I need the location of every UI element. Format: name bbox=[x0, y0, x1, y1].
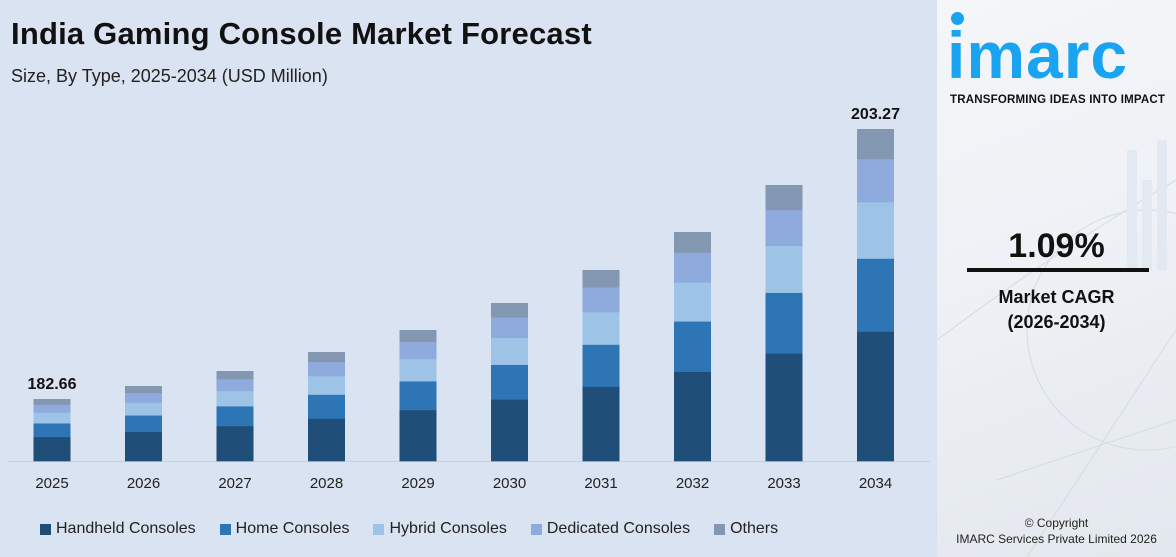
bar-segment-2026-home-consoles bbox=[125, 415, 162, 433]
bar-segment-2034-dedicated-consoles bbox=[857, 158, 894, 203]
x-tick-label: 2029 bbox=[401, 475, 434, 492]
legend-item: Hybrid Consoles bbox=[373, 519, 507, 539]
bar-segment-2030-handheld-consoles bbox=[491, 399, 528, 462]
cagr-value: 1.09% bbox=[1008, 227, 1105, 265]
x-tick-label: 2030 bbox=[493, 475, 526, 492]
x-tick-label: 2028 bbox=[310, 475, 343, 492]
bar-segment-2025-dedicated-consoles bbox=[33, 404, 71, 413]
bar-segment-2029-hybrid-consoles bbox=[399, 358, 437, 382]
cagr-label: Market CAGR (2026-2034) bbox=[937, 285, 1176, 335]
bar-segment-2033-dedicated-consoles bbox=[765, 209, 803, 247]
legend-label: Home Consoles bbox=[235, 520, 350, 537]
copyright-line2: IMARC Services Private Limited 2026 bbox=[956, 532, 1157, 546]
x-tick-label: 2026 bbox=[127, 475, 160, 492]
legend-swatch bbox=[714, 523, 726, 535]
bar-segment-2032-home-consoles bbox=[674, 321, 711, 372]
bar-segment-2033-home-consoles bbox=[765, 292, 803, 354]
legend-label: Hybrid Consoles bbox=[389, 520, 507, 537]
info-sidebar: imarc TRANSFORMING IDEAS INTO IMPACT 1.0… bbox=[937, 0, 1176, 557]
legend-item: Handheld Consoles bbox=[40, 519, 196, 539]
bar-segment-2031-dedicated-consoles bbox=[582, 287, 620, 313]
bar-segment-2028-home-consoles bbox=[308, 394, 345, 419]
bar-segment-2025-home-consoles bbox=[33, 423, 71, 438]
x-tick-label: 2033 bbox=[767, 475, 800, 492]
bar-segment-2026-dedicated-consoles bbox=[125, 392, 162, 403]
x-tick-label: 2027 bbox=[218, 475, 251, 492]
bar-chart: 2025 182.66 2026 2027 2028 2029 2030 2031 2032 20… bbox=[8, 106, 930, 492]
bar-segment-2034-home-consoles bbox=[857, 258, 894, 332]
bar-segment-2030-others bbox=[491, 303, 528, 318]
bar-segment-2026-handheld-consoles bbox=[125, 431, 162, 462]
bar-segment-2034-hybrid-consoles bbox=[857, 202, 894, 259]
copyright-line1: © Copyright bbox=[1024, 516, 1089, 530]
bar-segment-2030-dedicated-consoles bbox=[491, 317, 528, 339]
logo-dot bbox=[951, 12, 964, 25]
bar-segment-2033-others bbox=[765, 185, 803, 211]
bar-segment-2025-others bbox=[33, 399, 71, 405]
background-decoration bbox=[937, 140, 1176, 557]
chart-panel: India Gaming Console Market Forecast Siz… bbox=[8, 16, 930, 539]
legend: Handheld Consoles Home Consoles Hybrid Con… bbox=[40, 519, 802, 539]
bar-segment-2032-hybrid-consoles bbox=[674, 282, 711, 322]
legend-label: Dedicated Consoles bbox=[546, 520, 691, 537]
bar-segment-2034-others bbox=[857, 129, 894, 160]
bar-segment-2032-handheld-consoles bbox=[674, 371, 711, 462]
cagr-label-line1: Market CAGR bbox=[998, 287, 1115, 307]
bar-segment-2025-hybrid-consoles bbox=[33, 412, 71, 424]
bar-segment-2030-hybrid-consoles bbox=[491, 337, 528, 365]
bar-segment-2031-home-consoles bbox=[582, 344, 620, 387]
x-tick-label: 2025 bbox=[35, 475, 68, 492]
bar-segment-2032-dedicated-consoles bbox=[674, 252, 711, 283]
bar-segment-2026-hybrid-consoles bbox=[125, 402, 162, 416]
legend-swatch bbox=[219, 523, 231, 535]
imarc-logo: imarc bbox=[947, 18, 1129, 92]
bar-segment-2027-others bbox=[216, 371, 254, 380]
bar-segment-2027-home-consoles bbox=[216, 406, 254, 427]
bar-segment-2032-others bbox=[674, 232, 711, 253]
cagr-label-line2: (2026-2034) bbox=[1007, 312, 1106, 332]
data-label: 203.27 bbox=[851, 106, 900, 123]
bar-segment-2028-handheld-consoles bbox=[308, 418, 345, 462]
legend-item: Dedicated Consoles bbox=[530, 519, 691, 539]
legend-label: Handheld Consoles bbox=[56, 520, 196, 537]
bar-segment-2031-handheld-consoles bbox=[582, 386, 620, 462]
chart-subtitle: Size, By Type, 2025-2034 (USD Million) bbox=[11, 66, 328, 86]
bar-segment-2031-others bbox=[582, 270, 620, 288]
legend-label: Others bbox=[730, 520, 779, 537]
x-tick-label: 2034 bbox=[859, 475, 892, 492]
bar-segment-2029-home-consoles bbox=[399, 381, 437, 411]
x-tick-label: 2031 bbox=[584, 475, 617, 492]
cagr-divider bbox=[967, 268, 1149, 272]
bar-segment-2029-handheld-consoles bbox=[399, 409, 437, 462]
chart-title: India Gaming Console Market Forecast bbox=[11, 16, 592, 51]
legend-swatch bbox=[40, 523, 51, 535]
bar-segment-2029-dedicated-consoles bbox=[399, 341, 437, 360]
bar-segment-2031-hybrid-consoles bbox=[582, 312, 620, 345]
bar-segment-2027-hybrid-consoles bbox=[216, 390, 254, 407]
bar-segment-2026-others bbox=[125, 386, 162, 394]
x-tick-label: 2032 bbox=[676, 475, 709, 492]
bar-segment-2030-home-consoles bbox=[491, 364, 528, 400]
copyright: © Copyright IMARC Services Private Limit… bbox=[937, 515, 1176, 547]
bar-segment-2034-handheld-consoles bbox=[857, 331, 894, 462]
legend-swatch bbox=[530, 523, 542, 535]
bar-segment-2027-dedicated-consoles bbox=[216, 379, 254, 392]
logo-tagline: TRANSFORMING IDEAS INTO IMPACT bbox=[950, 94, 1166, 106]
bar-segment-2025-handheld-consoles bbox=[33, 436, 71, 462]
bar-segment-2029-others bbox=[399, 330, 437, 343]
legend-item: Others bbox=[714, 519, 778, 539]
bar-segment-2028-hybrid-consoles bbox=[308, 375, 345, 395]
bar-segment-2033-hybrid-consoles bbox=[765, 245, 803, 293]
bar-segment-2028-dedicated-consoles bbox=[308, 361, 345, 377]
bar-segment-2027-handheld-consoles bbox=[216, 425, 254, 462]
legend-item: Home Consoles bbox=[219, 519, 350, 539]
bar-segment-2033-handheld-consoles bbox=[765, 353, 803, 462]
bar-segment-2028-others bbox=[308, 352, 345, 363]
legend-swatch bbox=[373, 523, 385, 535]
data-label: 182.66 bbox=[28, 376, 77, 393]
